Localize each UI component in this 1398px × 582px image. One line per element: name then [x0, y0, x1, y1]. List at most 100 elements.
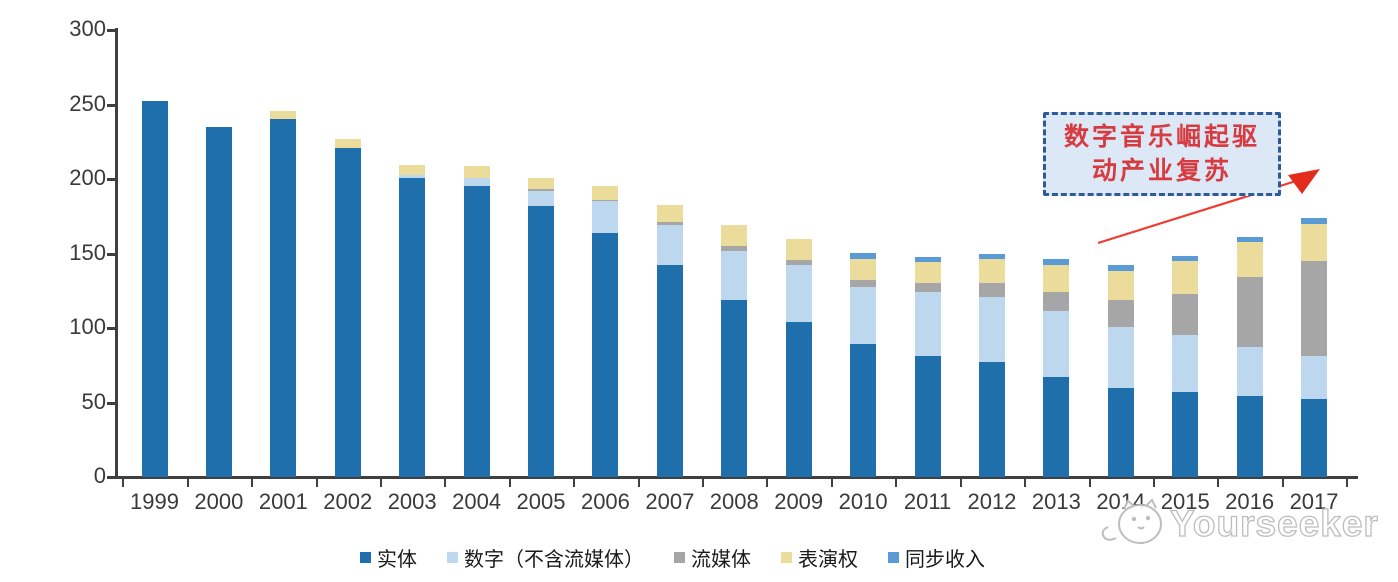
- bar-segment: [205, 126, 232, 477]
- y-tick-mark: [107, 476, 116, 479]
- bar-segment: [1236, 237, 1263, 243]
- bar-segment: [1301, 355, 1328, 399]
- legend-item: 表演权: [781, 543, 858, 572]
- x-tick-mark: [122, 479, 125, 487]
- legend-label: 实体: [377, 547, 417, 571]
- x-tick-mark: [959, 479, 962, 487]
- x-tick-label: 2003: [387, 489, 437, 514]
- bar-segment: [1043, 292, 1070, 311]
- bar-segment: [592, 186, 619, 200]
- x-tick-label: 2013: [1031, 489, 1081, 514]
- bar-segment: [656, 225, 683, 266]
- bar-segment: [978, 258, 1005, 283]
- y-tick-mark: [107, 103, 116, 107]
- y-axis-line: [115, 28, 118, 479]
- x-tick-label: 2007: [645, 489, 695, 514]
- x-tick-label: 2012: [967, 489, 1017, 514]
- legend-label: 表演权: [798, 547, 858, 571]
- bar-segment: [1107, 270, 1134, 300]
- x-tick-mark: [573, 479, 576, 487]
- legend-swatch-icon: [360, 552, 371, 563]
- bar-segment: [850, 258, 877, 281]
- x-tick-mark: [1217, 479, 1220, 487]
- x-tick-label: 1999: [130, 489, 179, 514]
- bar-segment: [1043, 310, 1070, 378]
- y-tick-label: 0: [93, 463, 106, 488]
- x-tick-mark: [186, 479, 189, 487]
- bar-segment: [656, 265, 683, 477]
- bar-segment: [850, 344, 877, 477]
- legend-swatch-icon: [447, 552, 458, 563]
- x-tick-mark: [379, 479, 382, 487]
- bar-segment: [850, 252, 877, 259]
- bar-segment: [978, 253, 1005, 259]
- y-tick-label: 150: [69, 239, 106, 265]
- legend-item: 数字（不含流媒体）: [447, 543, 644, 572]
- y-tick-mark: [107, 401, 116, 405]
- x-tick-mark: [315, 479, 318, 487]
- legend-item: 流媒体: [674, 543, 751, 572]
- bar-segment: [914, 262, 941, 283]
- x-tick-mark: [895, 479, 898, 487]
- x-tick-mark: [766, 479, 769, 487]
- bar-segment: [270, 111, 297, 120]
- bar-segment: [463, 166, 490, 179]
- bar-segment: [1236, 395, 1263, 477]
- x-tick-mark: [508, 479, 511, 487]
- legend-label: 数字（不含流媒体）: [464, 547, 644, 571]
- bar-segment: [1236, 277, 1263, 348]
- x-tick-mark: [702, 479, 705, 487]
- x-tick-label: 2011: [903, 489, 952, 514]
- legend-label: 流媒体: [691, 547, 751, 571]
- bar-segment: [528, 205, 555, 477]
- bar-segment: [141, 100, 168, 477]
- bar-segment: [528, 190, 555, 206]
- bar-segment: [1236, 242, 1263, 278]
- x-tick-label: 2002: [323, 489, 373, 514]
- bar-segment: [785, 322, 812, 477]
- x-tick-label: 2014: [1096, 489, 1146, 514]
- x-tick-label: 2001: [258, 489, 308, 514]
- x-tick-mark: [444, 479, 447, 487]
- bar-segment: [1172, 392, 1199, 477]
- x-tick-mark: [1346, 479, 1349, 487]
- bar-segment: [850, 280, 877, 288]
- bar-segment: [1301, 260, 1328, 356]
- chart-legend: 实体 数字（不含流媒体） 流媒体 表演权 同步收入: [360, 543, 985, 572]
- y-tick-label: 50: [81, 388, 106, 414]
- x-tick-label: 2016: [1225, 489, 1275, 514]
- bar-segment: [1107, 265, 1134, 271]
- y-tick-mark: [107, 29, 116, 32]
- bar-segment: [334, 138, 361, 148]
- bar-segment: [528, 188, 555, 191]
- annotation-line2: 动产业复苏: [1091, 156, 1232, 185]
- annotation-line1: 数字音乐崛起驱: [1063, 122, 1260, 151]
- legend-swatch-icon: [781, 552, 792, 563]
- watermark-text: Yourseeker: [1169, 502, 1379, 544]
- x-axis-line: [115, 476, 1358, 479]
- x-tick-mark: [1153, 479, 1155, 487]
- x-tick-label: 2010: [838, 489, 888, 514]
- bar-segment: [399, 164, 426, 176]
- bar-segment: [270, 119, 297, 477]
- bar-segment: [592, 233, 619, 477]
- legend-label: 同步收入: [905, 547, 985, 571]
- x-tick-mark: [830, 479, 833, 487]
- bar-segment: [1172, 255, 1199, 261]
- x-tick-label: 2015: [1160, 489, 1210, 514]
- bar-segment: [1107, 387, 1134, 477]
- x-tick-label: 2000: [194, 489, 244, 514]
- bar-segment: [399, 177, 426, 477]
- y-tick-mark: [107, 178, 116, 181]
- x-tick-mark: [251, 479, 254, 487]
- bar-segment: [592, 201, 619, 234]
- legend-swatch-icon: [888, 552, 899, 563]
- bar-segment: [785, 265, 812, 323]
- y-tick-label: 250: [69, 90, 106, 116]
- legend-item: 同步收入: [888, 543, 985, 572]
- bar-segment: [978, 362, 1005, 477]
- bar-segment: [1107, 299, 1134, 327]
- bar-segment: [850, 287, 877, 345]
- x-tick-label: 2006: [580, 489, 630, 514]
- x-tick-mark: [1024, 479, 1027, 487]
